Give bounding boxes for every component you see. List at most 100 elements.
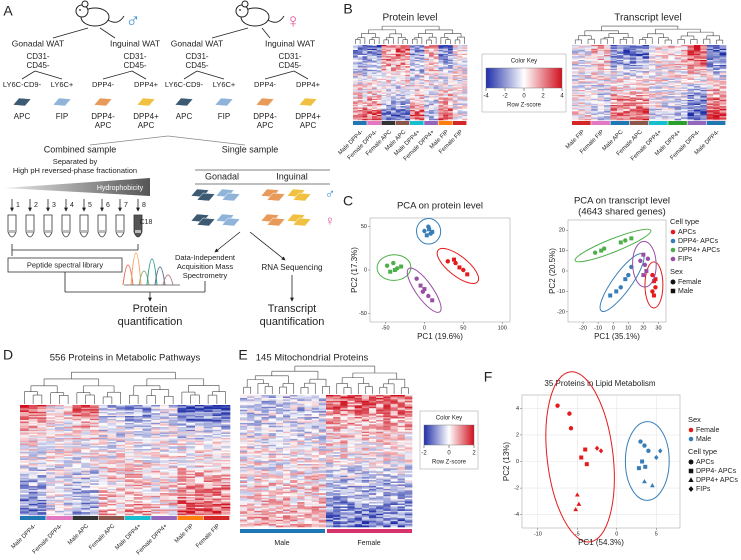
heatmap-cell bbox=[168, 484, 178, 487]
heatmap-cell bbox=[410, 58, 416, 61]
heatmap-cell bbox=[572, 116, 579, 118]
heatmap-cell bbox=[376, 111, 382, 113]
heatmap-cell bbox=[462, 115, 468, 117]
heatmap-cell bbox=[424, 77, 430, 80]
heatmap-cell bbox=[448, 102, 454, 105]
heatmap-cell bbox=[395, 96, 401, 98]
heatmap-cell bbox=[362, 111, 368, 113]
heatmap-cell bbox=[151, 442, 161, 444]
heatmap-cell bbox=[578, 66, 586, 68]
heatmap-cell bbox=[376, 107, 382, 110]
heatmap-cell bbox=[151, 411, 161, 414]
heatmap-cell bbox=[572, 100, 579, 102]
heatmap-cell bbox=[55, 453, 65, 455]
heatmap-cell bbox=[376, 60, 382, 62]
heatmap-cell bbox=[367, 62, 373, 65]
heatmap-cell bbox=[125, 406, 135, 409]
heatmap-cell bbox=[116, 417, 126, 420]
heatmap-cell bbox=[142, 486, 152, 488]
heatmap-cell bbox=[448, 115, 454, 117]
heatmap-cell bbox=[719, 65, 727, 67]
heatmap-cell bbox=[151, 449, 161, 451]
heatmap-cell bbox=[177, 471, 187, 473]
heatmap-cell bbox=[438, 78, 444, 81]
heatmap-cell bbox=[72, 424, 82, 426]
heatmap-cell bbox=[20, 439, 30, 442]
label: FIP bbox=[56, 112, 68, 121]
heatmap-cell bbox=[649, 115, 656, 117]
heatmap-cell bbox=[353, 47, 359, 50]
heatmap-cell bbox=[414, 90, 420, 92]
heatmap-cell bbox=[160, 431, 170, 433]
heatmap-cell bbox=[591, 53, 598, 56]
heatmap-cell bbox=[72, 418, 82, 421]
heatmap-cell bbox=[591, 91, 598, 93]
heatmap-cell bbox=[133, 454, 143, 457]
heatmap-cell bbox=[452, 92, 458, 95]
heatmap-cell bbox=[457, 101, 463, 103]
heatmap-cell bbox=[433, 73, 439, 76]
heatmap-cell bbox=[410, 90, 416, 92]
heatmap-cell bbox=[610, 61, 618, 63]
heatmap-cell bbox=[142, 443, 152, 446]
heatmap-cell bbox=[424, 75, 430, 77]
heatmap-cell bbox=[133, 491, 143, 494]
cell-icon bbox=[298, 97, 318, 107]
heatmap-cell bbox=[28, 447, 38, 450]
heatmap-cell bbox=[168, 487, 178, 490]
heatmap-cell bbox=[400, 108, 406, 111]
heatmap-cell bbox=[584, 101, 592, 103]
heatmap-cell bbox=[410, 50, 416, 52]
heatmap-cell bbox=[28, 451, 38, 454]
heatmap-cell bbox=[353, 85, 359, 87]
heatmap-cell bbox=[400, 100, 406, 102]
heatmap-cell bbox=[212, 462, 222, 465]
heatmap-cell bbox=[448, 118, 454, 121]
heatmap-cell bbox=[372, 65, 378, 67]
heatmap-cell bbox=[433, 88, 439, 91]
heatmap-cell bbox=[597, 88, 605, 91]
heatmap-cell bbox=[90, 451, 100, 454]
heatmap-cell bbox=[357, 72, 363, 75]
heatmap-cell bbox=[177, 432, 187, 435]
heatmap-cell bbox=[400, 72, 406, 75]
label: APC bbox=[95, 121, 112, 130]
heatmap-cell bbox=[367, 71, 373, 73]
heatmap-cell bbox=[578, 103, 586, 106]
x-tick-label: 50 bbox=[460, 325, 466, 331]
heatmap-cell bbox=[98, 491, 108, 494]
heatmap-cell bbox=[55, 480, 65, 483]
heatmap-cell bbox=[367, 86, 373, 88]
y-tick-label: -10 bbox=[557, 289, 565, 295]
heatmap-cell bbox=[700, 52, 708, 55]
heatmap-cell bbox=[72, 484, 82, 487]
heatmap-cell bbox=[357, 90, 363, 92]
heatmap-cell bbox=[381, 72, 387, 75]
heatmap-cell bbox=[649, 53, 656, 56]
heatmap-cell bbox=[376, 87, 382, 90]
heatmap-cell bbox=[700, 58, 708, 61]
heatmap-cell bbox=[424, 111, 430, 113]
heatmap-cell bbox=[168, 438, 178, 440]
heatmap-cell bbox=[668, 80, 675, 82]
fraction-number: 3 bbox=[52, 202, 56, 209]
spectrum-peak bbox=[138, 270, 150, 286]
heatmap-cell bbox=[37, 410, 47, 413]
heatmap-cell bbox=[125, 484, 135, 487]
heatmap-cell bbox=[142, 449, 152, 451]
heatmap-cell bbox=[591, 103, 598, 106]
heatmap-cell bbox=[713, 85, 720, 87]
heatmap-cell bbox=[20, 469, 30, 472]
heatmap-cell bbox=[661, 47, 669, 50]
heatmap-cell bbox=[584, 112, 592, 115]
heatmap-cell bbox=[719, 63, 727, 66]
heatmap-cell bbox=[177, 439, 187, 442]
heatmap-cell bbox=[429, 118, 435, 121]
heatmap-cell bbox=[719, 62, 727, 65]
heatmap-cell bbox=[107, 436, 117, 439]
heatmap-cell bbox=[433, 81, 439, 83]
heatmap-cell bbox=[438, 95, 444, 97]
heatmap-cell bbox=[419, 45, 425, 47]
heatmap-cell bbox=[610, 100, 618, 102]
